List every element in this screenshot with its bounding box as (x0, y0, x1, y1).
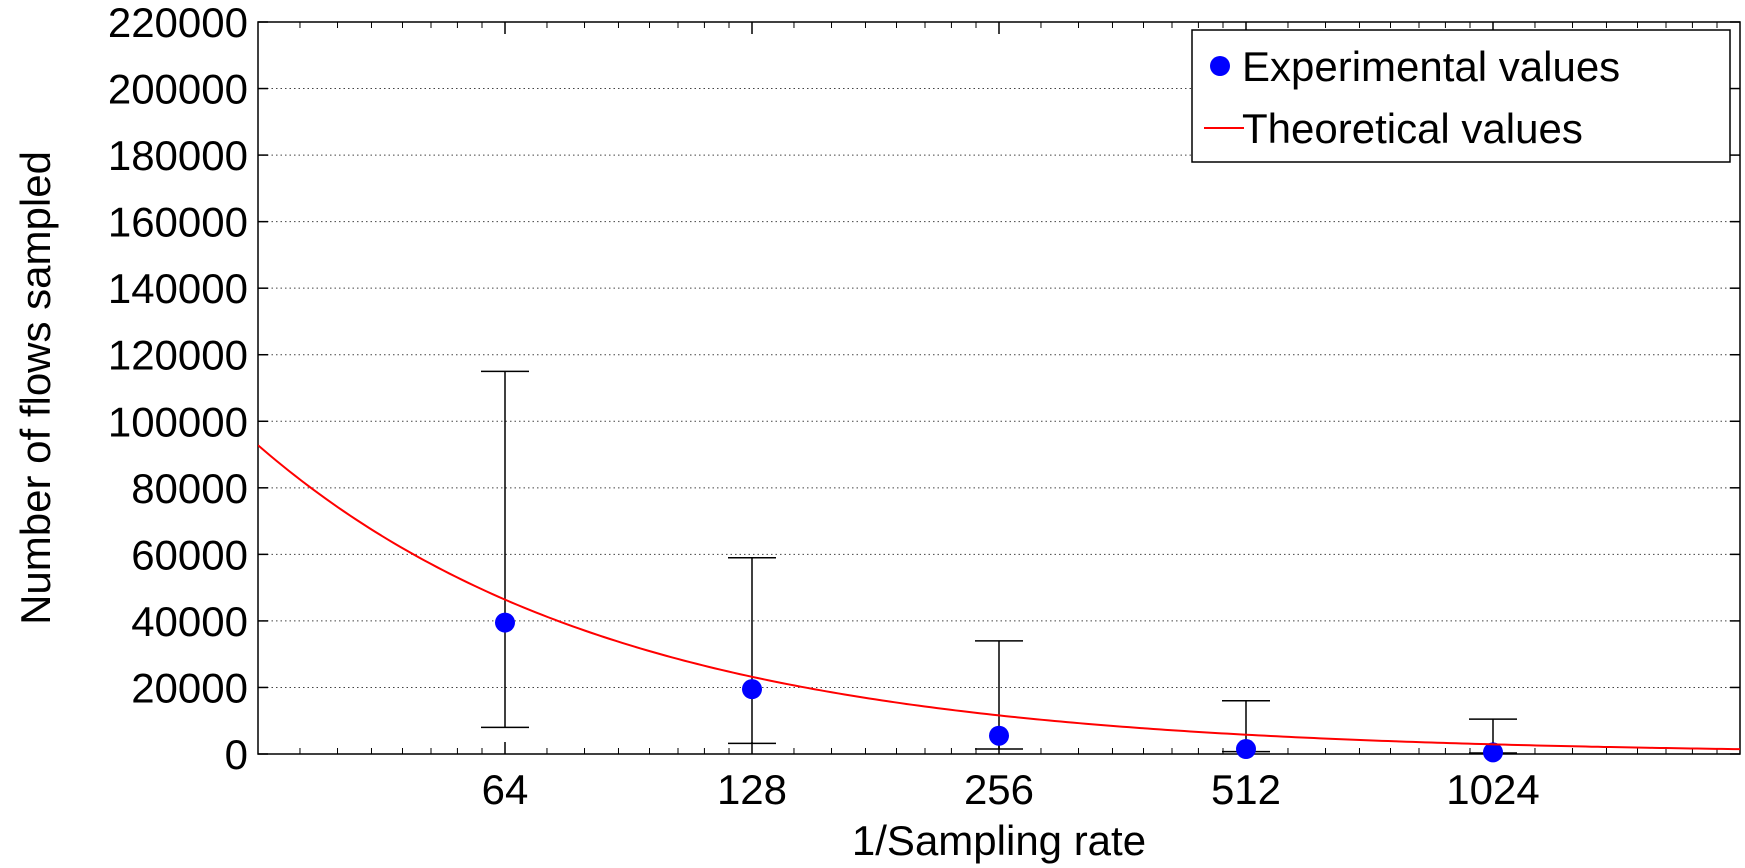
data-point (495, 612, 515, 633)
legend-marker-swatch (1210, 56, 1230, 76)
y-axis: 0 20000 40000 60000 80000 100000 120000 140000 1… (108, 0, 1740, 778)
legend-box (1191, 29, 1731, 163)
y-tick-label: 40000 (131, 598, 248, 645)
data-point (742, 679, 762, 700)
legend-label: Theoretical values (1242, 105, 1583, 152)
y-tick-label: 80000 (131, 465, 248, 512)
y-tick-label: 140000 (108, 265, 248, 312)
legend-label: Experimental values (1242, 43, 1620, 90)
series-layer (258, 370, 1740, 763)
x-axis: 64 128 256 512 1024 (299, 22, 1718, 813)
data-point (1483, 742, 1503, 763)
x-tick-label: 256 (964, 766, 1034, 813)
x-tick-label: 64 (482, 766, 529, 813)
data-point (989, 725, 1009, 746)
x-tick-label: 1024 (1446, 766, 1539, 813)
experimental-series (481, 370, 1517, 763)
grid (258, 88, 1740, 688)
y-tick-label: 60000 (131, 531, 248, 578)
y-tick-label: 200000 (108, 66, 248, 113)
y-tick-label: 0 (225, 731, 248, 778)
y-tick-label: 100000 (108, 398, 248, 445)
x-axis-label: 1/Sampling rate (852, 817, 1146, 864)
x-tick-label: 512 (1211, 766, 1281, 813)
theoretical-line (258, 444, 1740, 751)
legend: Experimental values Theoretical values (1191, 29, 1731, 163)
y-tick-label: 220000 (108, 0, 248, 46)
theoretical-series (258, 444, 1740, 751)
y-tick-label: 180000 (108, 132, 248, 179)
y-axis-label: Number of flows sampled (12, 151, 59, 625)
x-tick-label: 128 (717, 766, 787, 813)
y-tick-label: 20000 (131, 664, 248, 711)
y-tick-label: 160000 (108, 199, 248, 246)
data-point (1236, 739, 1256, 760)
y-tick-label: 120000 (108, 332, 248, 379)
